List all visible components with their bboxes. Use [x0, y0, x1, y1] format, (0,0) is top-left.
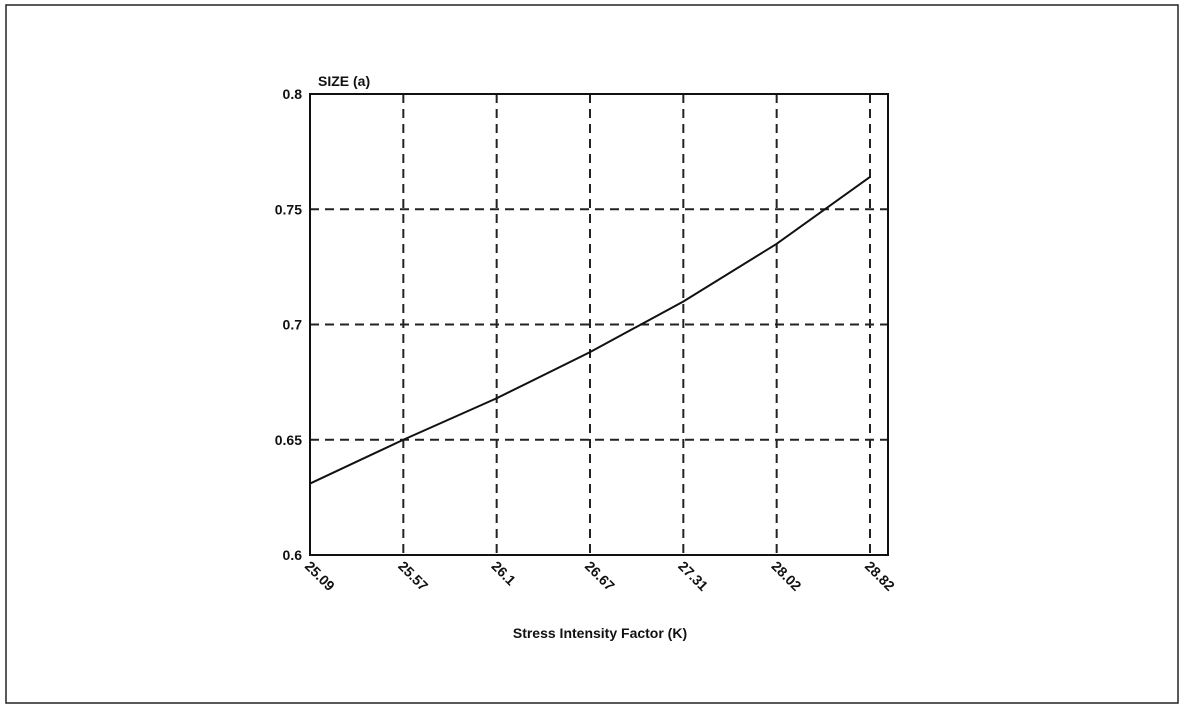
y-axis-label: SIZE (a) [318, 73, 370, 89]
x-tick-label: 25.57 [395, 558, 431, 594]
y-tick-label: 0.7 [283, 317, 303, 333]
outer-frame [5, 4, 1179, 704]
x-tick-label: 28.02 [769, 558, 805, 594]
y-tick-label: 0.65 [275, 432, 302, 448]
x-tick-label: 25.09 [302, 558, 338, 594]
x-tick-label: 26.1 [489, 558, 520, 589]
x-tick-label: 28.82 [862, 558, 898, 594]
data-line [309, 176, 871, 485]
x-tick-label: 26.67 [582, 558, 618, 594]
y-tick-label: 0.75 [275, 201, 302, 217]
x-tick-label: 27.31 [675, 558, 711, 594]
y-tick-label: 0.8 [283, 86, 303, 102]
x-axis-label: Stress Intensity Factor (K) [513, 625, 687, 641]
y-tick-label: 0.6 [283, 547, 303, 563]
plot-frame [309, 93, 889, 556]
